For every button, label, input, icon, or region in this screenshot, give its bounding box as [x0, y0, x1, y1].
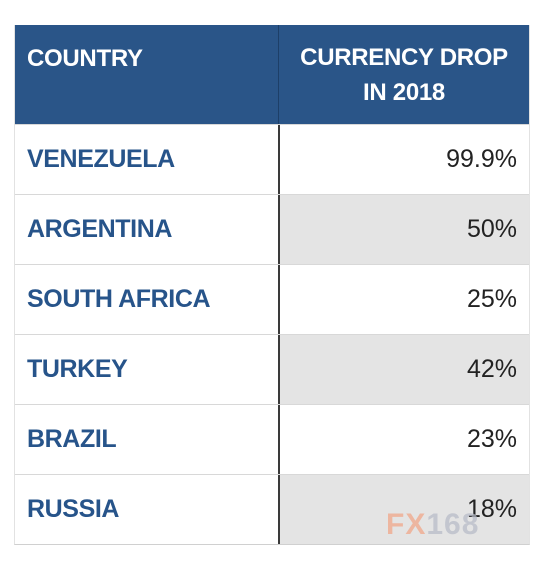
- header-drop-line1: CURRENCY DROP: [300, 43, 508, 71]
- country-cell: TURKEY: [15, 335, 278, 404]
- country-cell: VENEZUELA: [15, 125, 278, 194]
- table-row: BRAZIL 23%: [15, 404, 529, 474]
- drop-cell: 99.9%: [278, 125, 529, 194]
- header-country: COUNTRY: [27, 45, 143, 72]
- watermark-prefix: FX: [386, 508, 427, 541]
- watermark-number: 168: [426, 508, 480, 541]
- table-row: VENEZUELA 99.9%: [15, 124, 529, 194]
- country-cell: SOUTH AFRICA: [15, 265, 278, 334]
- table-row: SOUTH AFRICA 25%: [15, 264, 529, 334]
- table-header: COUNTRY CURRENCY DROP IN 2018: [15, 25, 529, 124]
- drop-cell: 25%: [278, 265, 529, 334]
- country-cell: ARGENTINA: [15, 195, 278, 264]
- drop-cell: 42%: [278, 335, 529, 404]
- table-row: RUSSIA 18%: [15, 474, 529, 544]
- drop-cell: 50%: [278, 195, 529, 264]
- drop-cell: 23%: [278, 405, 529, 474]
- table-row: TURKEY 42%: [15, 334, 529, 404]
- currency-drop-table: COUNTRY CURRENCY DROP IN 2018 VENEZUELA …: [14, 25, 530, 545]
- country-cell: RUSSIA: [15, 475, 278, 544]
- table-row: ARGENTINA 50%: [15, 194, 529, 264]
- fx168-watermark: FX168: [386, 508, 479, 542]
- header-drop-line2: IN 2018: [363, 78, 445, 106]
- header-currency-drop: CURRENCY DROP IN 2018: [278, 25, 529, 124]
- drop-cell: 18%: [278, 475, 529, 544]
- country-cell: BRAZIL: [15, 405, 278, 474]
